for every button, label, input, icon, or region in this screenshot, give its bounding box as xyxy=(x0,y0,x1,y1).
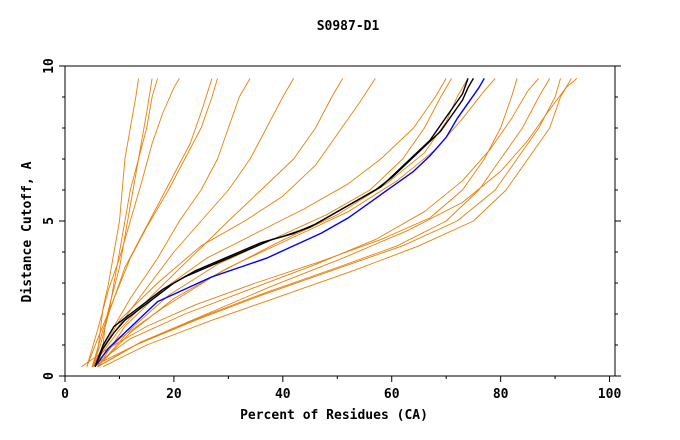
axis-layer: 0 20 40 60 80 100 0 5 10 xyxy=(42,58,621,402)
series-layer xyxy=(81,78,578,368)
series-line-22 xyxy=(94,78,475,367)
series-line-12 xyxy=(97,78,452,367)
series-line-21 xyxy=(94,78,485,368)
series-line-7 xyxy=(91,78,251,367)
series-line-19 xyxy=(97,78,578,368)
series-line-11 xyxy=(97,78,447,367)
y-tick-label-10: 10 xyxy=(42,58,57,74)
series-line-3 xyxy=(91,78,159,367)
series-line-6 xyxy=(86,78,218,367)
chart-title: S0987-D1 xyxy=(317,19,380,34)
y-axis-label: Distance Cutoff, A xyxy=(20,161,35,302)
y-tick-label-5: 5 xyxy=(42,217,57,225)
x-tick-label-80: 80 xyxy=(493,387,509,402)
x-tick-label-100: 100 xyxy=(598,387,622,402)
series-line-14 xyxy=(97,78,496,368)
y-tick-label-0: 0 xyxy=(42,372,57,380)
plot-frame xyxy=(64,65,616,377)
series-line-17 xyxy=(91,78,561,368)
series-line-23 xyxy=(94,78,469,367)
x-axis-label: Percent of Residues (CA) xyxy=(240,408,428,423)
series-line-18 xyxy=(102,78,572,368)
series-line-20 xyxy=(81,78,518,368)
series-line-4 xyxy=(86,78,180,367)
series-line-5 xyxy=(91,78,213,367)
x-tick-label-40: 40 xyxy=(275,387,291,402)
series-line-8 xyxy=(91,78,295,367)
x-tick-label-0: 0 xyxy=(61,387,69,402)
x-tick-label-60: 60 xyxy=(384,387,400,402)
x-tick-label-20: 20 xyxy=(166,387,182,402)
series-line-15 xyxy=(91,78,540,368)
series-line-16 xyxy=(97,78,551,368)
series-line-10 xyxy=(91,78,376,367)
